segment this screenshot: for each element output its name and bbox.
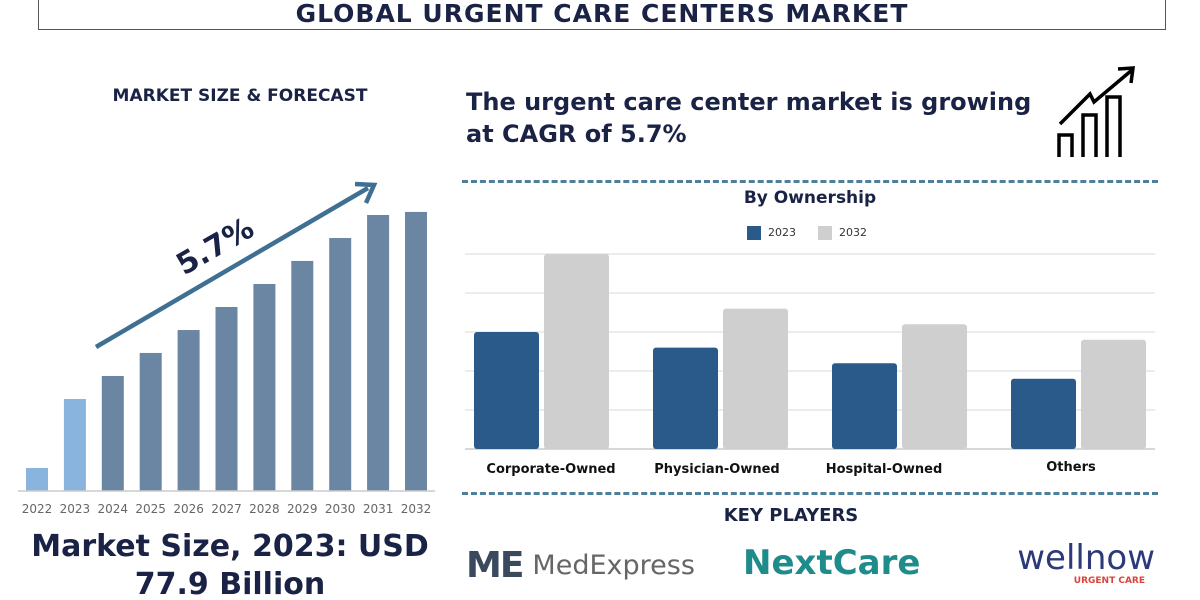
growth-arrow-line xyxy=(94,186,370,349)
year-label: 2026 xyxy=(173,502,204,516)
year-label: 2030 xyxy=(324,502,356,516)
wellnow-subtitle: URGENT CARE xyxy=(1073,576,1145,586)
cagr-statement: The urgent care center market is growing… xyxy=(466,86,1046,150)
market-size-line2: 77.9 Billion xyxy=(134,567,326,600)
ownership-chart xyxy=(465,253,1155,450)
bar-2028 xyxy=(253,283,276,491)
bar-2030 xyxy=(329,238,352,491)
growth-arrow-head-icon xyxy=(354,181,378,204)
key-players-heading: KEY PLAYERS xyxy=(723,505,859,526)
medexpress-mark-icon: ME xyxy=(466,545,524,586)
growth-chart-icon xyxy=(1057,66,1136,157)
category-label: Hospital-Owned xyxy=(825,462,943,477)
bar-2024 xyxy=(101,375,124,491)
legend-swatch-2032 xyxy=(818,226,832,240)
legend-label-2032: 2032 xyxy=(839,226,867,239)
bar-corporate-owned-2032 xyxy=(544,254,609,449)
bar-2027 xyxy=(215,307,238,491)
legend-label-2023: 2023 xyxy=(768,226,796,239)
wellnow-wordmark: wellnow xyxy=(1017,538,1155,578)
bar-2025 xyxy=(139,352,162,491)
bar-2026 xyxy=(177,330,200,491)
cagr-statement-line2: at CAGR of 5.7% xyxy=(466,120,687,148)
market-size-line1: Market Size, 2023: USD xyxy=(31,529,429,564)
market-size-heading: MARKET SIZE & FORECAST xyxy=(112,86,368,106)
year-label: 2028 xyxy=(249,502,280,516)
category-label: Physician-Owned xyxy=(654,462,780,477)
title-box: GLOBAL URGENT CARE CENTERS MARKET xyxy=(38,0,1166,30)
bar-2023 xyxy=(63,399,86,491)
market-size-text: Market Size, 2023: USD 77.9 Billion xyxy=(20,528,440,600)
bar-2029 xyxy=(291,260,314,491)
year-label: 2023 xyxy=(59,502,91,516)
bar-others-2023 xyxy=(1011,378,1076,449)
bar-2031 xyxy=(367,215,390,491)
medexpress-wordmark: MedExpress xyxy=(532,550,695,581)
logo-nextcare: NextCare xyxy=(743,543,921,583)
logo-wellnow: wellnow URGENT CARE xyxy=(990,540,1155,586)
page-title: GLOBAL URGENT CARE CENTERS MARKET xyxy=(295,0,909,28)
year-label: 2022 xyxy=(21,502,53,516)
cagr-annotation: 5.7% xyxy=(170,211,260,283)
bar-hospital-owned-2032 xyxy=(902,324,967,449)
bar-physician-owned-2023 xyxy=(653,347,718,449)
divider xyxy=(462,492,1158,495)
year-label: 2032 xyxy=(400,502,432,516)
logo-medexpress: ME MedExpress xyxy=(466,545,695,586)
bar-corporate-owned-2023 xyxy=(474,332,539,449)
year-label: 2029 xyxy=(287,502,318,516)
year-label: 2025 xyxy=(135,502,166,516)
market-size-chart: 5.7% xyxy=(18,181,435,492)
bar-hospital-owned-2023 xyxy=(832,363,897,449)
bar-others-2032 xyxy=(1081,339,1146,449)
year-label: 2024 xyxy=(97,502,129,516)
legend-swatch-2023 xyxy=(747,226,761,240)
bar-physician-owned-2032 xyxy=(723,308,788,449)
cagr-statement-line1: The urgent care center market is growing xyxy=(466,88,1032,116)
category-label: Others xyxy=(1046,460,1096,475)
bar-2022 xyxy=(26,467,48,491)
bar-2032 xyxy=(405,211,427,492)
ownership-chart-title: By Ownership xyxy=(743,188,877,208)
year-label: 2031 xyxy=(362,502,394,516)
year-label: 2027 xyxy=(211,502,242,516)
category-label: Corporate-Owned xyxy=(486,462,616,477)
divider xyxy=(462,180,1158,183)
